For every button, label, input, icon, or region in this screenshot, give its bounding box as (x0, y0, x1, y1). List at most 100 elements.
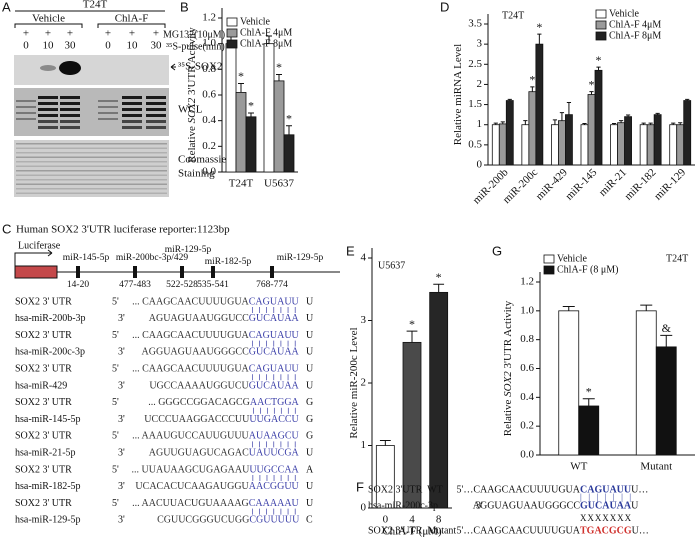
prime: 3' (118, 515, 125, 526)
bar (263, 43, 275, 173)
sequence: AGGUAGUAAUGGGCC (142, 347, 250, 358)
error-bar (618, 120, 624, 123)
sequence: ... CAAGCAACUUUUGUA (132, 363, 249, 374)
time: 30 (65, 40, 77, 52)
site-name: miR-145-5p (63, 253, 110, 263)
error-bar (611, 123, 617, 125)
bar (429, 291, 449, 509)
band (122, 102, 142, 105)
band (16, 192, 167, 194)
band (16, 147, 167, 149)
legend-label: ChlA-F 4μM (609, 19, 661, 30)
reporter-title: Human SOX2 3'UTR luciferase reporter:112… (16, 224, 230, 236)
x-tick-label: 8 (436, 514, 442, 526)
band (146, 120, 166, 123)
sequence: A (306, 464, 314, 475)
y-tick-label: 0.6 (520, 362, 534, 374)
bar (655, 346, 677, 456)
y-tick-label: 0.4 (202, 114, 216, 126)
sequence: C (306, 515, 313, 526)
plus: + (129, 28, 135, 40)
band (122, 114, 142, 117)
blot (14, 140, 169, 197)
y-tick-label: 0.8 (520, 333, 534, 345)
bar (558, 310, 580, 456)
sequence: U (306, 447, 314, 458)
panel-label: C (2, 221, 11, 236)
row-label: SOX2 3' UTR (15, 363, 72, 374)
error-bar (379, 440, 391, 446)
prime: 5' (112, 464, 119, 475)
sequence-site: GUCAUAA (249, 347, 300, 358)
x-tick-label: 0 (383, 514, 389, 526)
y-tick-label: 1.0 (202, 37, 216, 49)
band (98, 118, 118, 120)
error-bar (685, 98, 690, 101)
panel-label: G (492, 243, 502, 258)
legend-label: Vehicle (557, 253, 588, 264)
prime: 3' (118, 447, 125, 458)
error-bar (433, 283, 445, 293)
sequence-site: CAAAAAU (249, 498, 300, 509)
error-bar (493, 122, 498, 125)
sequence: U… (631, 484, 648, 495)
bar (580, 124, 589, 166)
band (16, 174, 167, 176)
y-tick-label: 1 (477, 118, 483, 130)
sequence-site: UUGCCAA (249, 464, 299, 475)
error-bar (276, 73, 282, 81)
band (60, 102, 80, 105)
band (122, 96, 142, 99)
bar (653, 114, 662, 166)
band (16, 161, 167, 163)
sequence: ... GGGCCGGACAGCG (148, 397, 250, 408)
sequence: ... AACUUACUGUAAAAG (132, 498, 249, 509)
band (16, 106, 36, 108)
legend-swatch (595, 20, 607, 30)
y-axis-label-part: SOX2 (502, 371, 514, 397)
site-name: miR-129-5p (277, 253, 324, 263)
sequence: ... UUAUAAGCUGAGAAU (132, 464, 251, 475)
y-axis-label: Relative miRNA Level (452, 44, 464, 145)
legend-label: ChlA-F 8μM (609, 30, 661, 41)
time: 10 (43, 40, 55, 52)
sequence: AGUUGUAGUCAGAC (149, 447, 249, 458)
band (16, 156, 167, 158)
prime: 3' (118, 414, 125, 425)
sequence-site: CAGUAUU (249, 330, 300, 341)
sequence: U (306, 296, 314, 307)
error-bar (671, 122, 676, 125)
panel-label: F (356, 479, 364, 494)
x-tick-label: miR-129 (652, 166, 688, 202)
y-tick-label: 0.2 (520, 420, 534, 432)
blot (14, 55, 169, 85)
error-bar (238, 82, 244, 93)
sequence: U (306, 347, 314, 358)
significance: * (248, 99, 254, 113)
bar (558, 120, 566, 166)
sequence-site: AACTGGA (250, 397, 300, 408)
band (38, 108, 58, 111)
panel-label: E (346, 243, 355, 258)
band (16, 143, 167, 145)
prime: 3' (118, 481, 125, 492)
legend-label: Vehicle (240, 16, 271, 27)
bar (610, 124, 618, 166)
sequence: UCCCUAAGGACCCUU (144, 414, 250, 425)
band (122, 120, 142, 123)
significance: * (436, 270, 442, 284)
row-label: SOX2 3' UTR (15, 431, 72, 442)
band (38, 126, 58, 129)
error-bar (523, 120, 528, 125)
error-bar (552, 119, 558, 125)
bar (617, 122, 625, 166)
band (60, 114, 80, 117)
sequence: AGUAGUAAUGGUCC (149, 313, 249, 324)
band (16, 179, 167, 181)
sequence: U (631, 500, 639, 511)
band-label: Staining (178, 168, 215, 180)
site (76, 266, 80, 278)
band (122, 126, 142, 129)
row-label: hsa-miR-182-5p (15, 481, 81, 492)
band (146, 108, 166, 111)
